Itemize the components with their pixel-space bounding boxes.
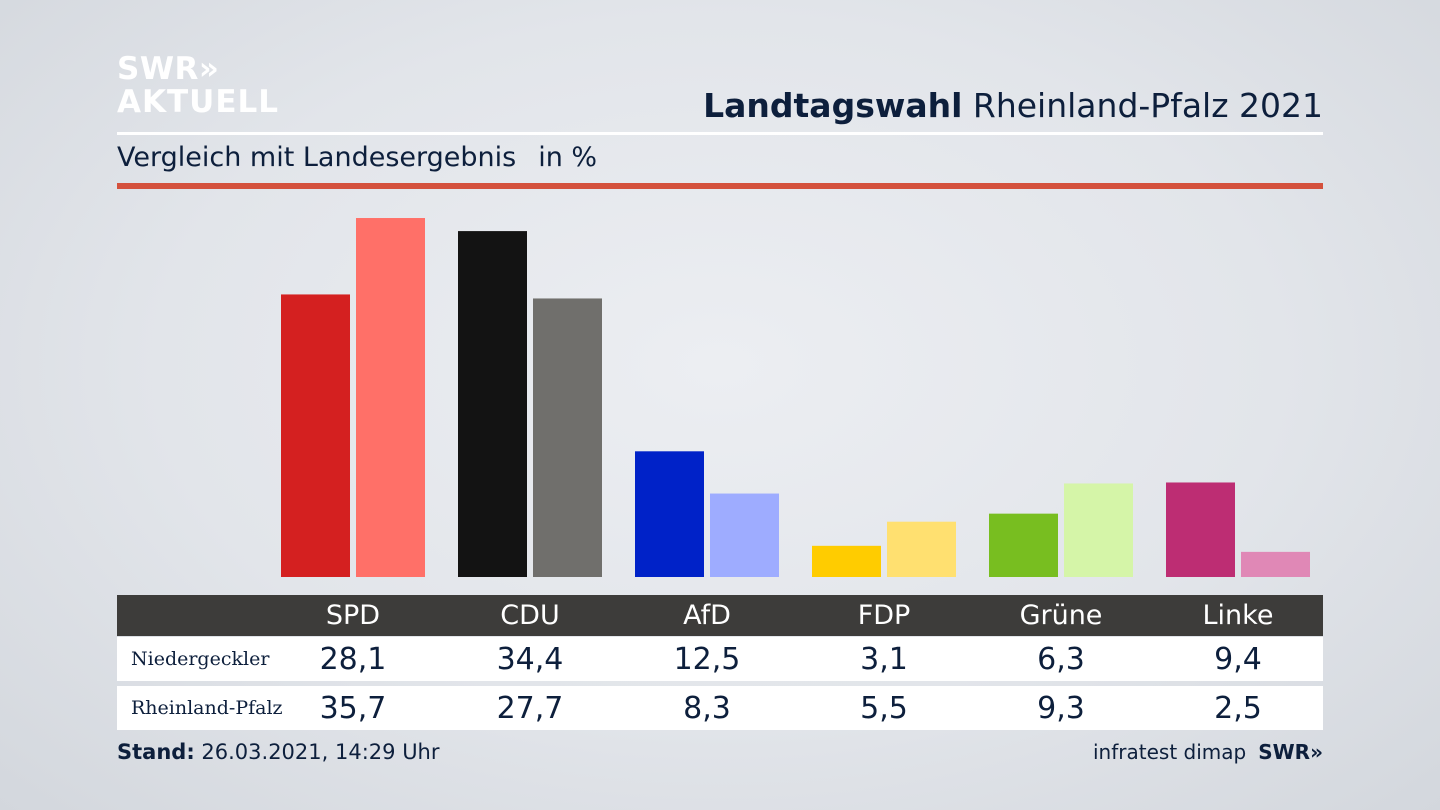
value-cell: 8,3 [683,690,731,726]
title-rest: Rheinland-Pfalz 2021 [972,86,1323,125]
swr-aktuell-logo: SWR» AKTUELL [117,53,279,119]
value-cell: 28,1 [319,641,387,677]
logo-line-1: SWR» [117,51,220,87]
value-cell: 27,7 [496,690,564,726]
subtitle-unit: in % [538,142,598,173]
bar-cdu-state [533,298,602,577]
value-cell: 34,4 [496,641,564,677]
category-label: SPD [325,600,381,631]
results-table: SPD CDU AfD FDP Grüne Linke Niedergeckler 28,… [117,595,1323,730]
bar-cdu-local [458,231,527,578]
bar-spd-local [281,294,350,577]
title-bold: Landtagswahl [703,86,963,125]
bar-grne-state [1064,483,1133,577]
stand-value: 26.03.2021, 14:29 Uhr [201,740,440,764]
row-label: Niedergeckler [131,648,270,670]
value-cell: 5,5 [860,690,908,726]
bar-spd-state [356,218,425,577]
value-cell: 6,3 [1037,641,1085,677]
value-cell: 2,5 [1214,690,1262,726]
value-cell: 3,1 [860,641,908,677]
chart-subtitle: Vergleich mit Landesergebnis in % [117,142,597,173]
category-label: AfD [683,600,731,631]
value-cell: 12,5 [673,641,741,677]
page-title: Landtagswahl Rheinland-Pfalz 2021 [703,86,1323,125]
bar-fdp-local [812,545,881,577]
bar-grne-local [989,513,1058,577]
table-row: Rheinland-Pfalz 35,7 27,7 8,3 5,5 9,3 2,5 [117,686,1323,730]
logo-line-2: AKTUELL [117,84,280,120]
category-label: CDU [500,600,560,631]
bar-linke-local [1166,482,1235,577]
swr-brand: SWR» [1258,740,1323,764]
category-label: FDP [857,600,911,631]
source-text: infratest dimap [1093,740,1247,764]
bar-fdp-state [887,521,956,577]
subtitle-text: Vergleich mit Landesergebnis [117,142,517,173]
timestamp: Stand: 26.03.2021, 14:29 Uhr [117,740,440,764]
bar-linke-state [1241,551,1310,577]
table-header-row: SPD CDU AfD FDP Grüne Linke [117,595,1323,636]
value-cell: 9,4 [1214,641,1262,677]
value-cell: 35,7 [319,690,387,726]
table-row: Niedergeckler 28,1 34,4 12,5 3,1 6,3 9,4 [117,637,1323,681]
header-divider [117,132,1323,135]
bar-afd-state [710,493,779,577]
row-label: Rheinland-Pfalz [131,697,283,719]
bar-afd-local [635,451,704,577]
stand-label: Stand: [117,740,195,764]
category-label: Linke [1202,600,1274,631]
source-credit: infratest dimap SWR» [1093,740,1323,764]
accent-rule [117,183,1323,189]
value-cell: 9,3 [1037,690,1085,726]
category-label: Grüne [1019,600,1103,631]
